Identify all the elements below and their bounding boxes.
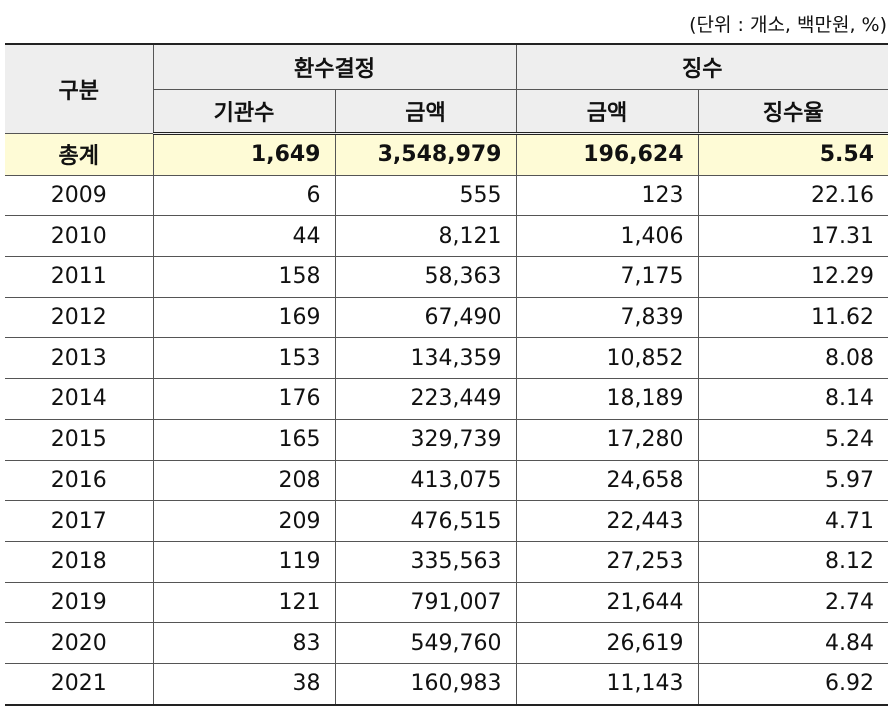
- header-amount-decision: 금액: [334, 89, 517, 135]
- collection-rate-cell: 4.71: [697, 500, 889, 542]
- decided-amount-cell: 223,449: [334, 378, 517, 420]
- agencies-cell: 176: [152, 378, 336, 420]
- collection-rate-cell: 8.08: [697, 337, 889, 380]
- collection-rate-cell: 17.31: [697, 215, 889, 258]
- table-row: 2009 6 555 123 22.16: [5, 174, 889, 217]
- agencies-cell: 38: [152, 662, 336, 706]
- total-label: 총계: [5, 133, 154, 176]
- year-cell: 2015: [5, 418, 154, 461]
- table-header: 구분 환수결정 징수 기관수 금액 금액 징수율: [5, 43, 889, 135]
- agencies-cell: 119: [152, 540, 336, 583]
- total-agencies: 1,649: [152, 133, 336, 176]
- total-rate: 5.54: [697, 133, 889, 176]
- collection-rate-cell: 6.92: [697, 662, 889, 706]
- collection-rate-cell: 8.14: [697, 378, 889, 420]
- unit-note: (단위 : 개소, 백만원, %): [689, 14, 887, 36]
- table-body: 총계 1,649 3,548,979 196,624 5.54 2009 6 555…: [5, 133, 889, 706]
- year-cell: 2018: [5, 540, 154, 583]
- header-amount-collection: 금액: [515, 89, 699, 135]
- collection-rate-cell: 11.62: [697, 296, 889, 339]
- collected-amount-cell: 17,280: [515, 418, 699, 461]
- collection-rate-cell: 2.74: [697, 581, 889, 624]
- year-cell: 2014: [5, 378, 154, 420]
- year-cell: 2012: [5, 296, 154, 339]
- collection-rate-cell: 5.97: [697, 459, 889, 502]
- total-collected: 196,624: [515, 133, 699, 176]
- collected-amount-cell: 27,253: [515, 540, 699, 583]
- recovery-table: 구분 환수결정 징수 기관수 금액 금액 징수율 총계 1,649 3,548,…: [5, 43, 889, 706]
- header-group-collection: 징수: [515, 43, 889, 90]
- collected-amount-cell: 26,619: [515, 622, 699, 664]
- table-row: 2017 209 476,515 22,443 4.71: [5, 500, 889, 542]
- table-row: 2016 208 413,075 24,658 5.97: [5, 459, 889, 502]
- header-agencies: 기관수: [153, 89, 336, 135]
- agencies-cell: 209: [152, 500, 336, 542]
- collection-rate-cell: 8.12: [697, 540, 889, 583]
- year-cell: 2009: [5, 174, 154, 217]
- collected-amount-cell: 22,443: [515, 500, 699, 542]
- decided-amount-cell: 329,739: [334, 418, 517, 461]
- decided-amount-cell: 134,359: [334, 337, 517, 380]
- collection-rate-cell: 12.29: [697, 256, 889, 298]
- table-row: 2011 158 58,363 7,175 12.29: [5, 256, 889, 298]
- table-row: 2010 44 8,121 1,406 17.31: [5, 215, 889, 258]
- decided-amount-cell: 58,363: [334, 256, 517, 298]
- collected-amount-cell: 10,852: [515, 337, 699, 380]
- table-row: 2013 153 134,359 10,852 8.08: [5, 337, 889, 380]
- table-row: 2018 119 335,563 27,253 8.12: [5, 540, 889, 583]
- decided-amount-cell: 555: [334, 174, 517, 217]
- total-row: 총계 1,649 3,548,979 196,624 5.54: [5, 133, 889, 176]
- decided-amount-cell: 476,515: [334, 500, 517, 542]
- decided-amount-cell: 67,490: [334, 296, 517, 339]
- decided-amount-cell: 160,983: [334, 662, 517, 706]
- agencies-cell: 6: [152, 174, 336, 217]
- table-row: 2021 38 160,983 11,143 6.92: [5, 662, 889, 706]
- year-cell: 2020: [5, 622, 154, 664]
- collected-amount-cell: 123: [515, 174, 699, 217]
- table-row: 2015 165 329,739 17,280 5.24: [5, 418, 889, 461]
- agencies-cell: 208: [152, 459, 336, 502]
- decided-amount-cell: 335,563: [334, 540, 517, 583]
- collection-rate-cell: 5.24: [697, 418, 889, 461]
- agencies-cell: 44: [152, 215, 336, 258]
- collected-amount-cell: 18,189: [515, 378, 699, 420]
- collected-amount-cell: 24,658: [515, 459, 699, 502]
- decided-amount-cell: 413,075: [334, 459, 517, 502]
- year-cell: 2021: [5, 662, 154, 706]
- year-cell: 2016: [5, 459, 154, 502]
- collected-amount-cell: 21,644: [515, 581, 699, 624]
- header-category: 구분: [5, 43, 154, 134]
- table-row: 2014 176 223,449 18,189 8.14: [5, 378, 889, 420]
- agencies-cell: 169: [152, 296, 336, 339]
- year-cell: 2011: [5, 256, 154, 298]
- header-rate: 징수율: [697, 89, 889, 135]
- decided-amount-cell: 549,760: [334, 622, 517, 664]
- total-decided: 3,548,979: [334, 133, 517, 176]
- year-cell: 2010: [5, 215, 154, 258]
- decided-amount-cell: 8,121: [334, 215, 517, 258]
- header-group-decision: 환수결정: [152, 43, 517, 90]
- collected-amount-cell: 11,143: [515, 662, 699, 706]
- agencies-cell: 83: [152, 622, 336, 664]
- collection-rate-cell: 22.16: [697, 174, 889, 217]
- table-row: 2012 169 67,490 7,839 11.62: [5, 296, 889, 339]
- collected-amount-cell: 1,406: [515, 215, 699, 258]
- agencies-cell: 158: [152, 256, 336, 298]
- collected-amount-cell: 7,839: [515, 296, 699, 339]
- collected-amount-cell: 7,175: [515, 256, 699, 298]
- agencies-cell: 153: [152, 337, 336, 380]
- year-cell: 2017: [5, 500, 154, 542]
- year-cell: 2013: [5, 337, 154, 380]
- decided-amount-cell: 791,007: [334, 581, 517, 624]
- year-cell: 2019: [5, 581, 154, 624]
- agencies-cell: 165: [152, 418, 336, 461]
- table-row: 2019 121 791,007 21,644 2.74: [5, 581, 889, 624]
- collection-rate-cell: 4.84: [697, 622, 889, 664]
- table-row: 2020 83 549,760 26,619 4.84: [5, 622, 889, 664]
- agencies-cell: 121: [152, 581, 336, 624]
